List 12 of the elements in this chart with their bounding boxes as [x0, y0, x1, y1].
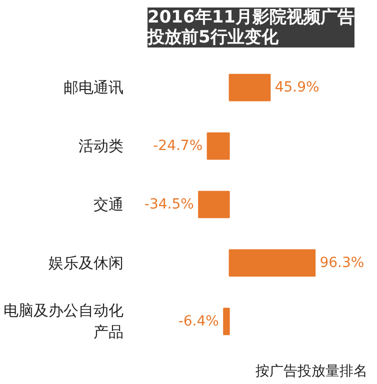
y-tick-label: 娱乐及休闲: [48, 254, 124, 272]
y-tick-label: 电脑及办公自动化产品: [4, 302, 124, 342]
chart-title: 2016年11月影院视频广告投放前5行业变化: [146, 8, 354, 48]
data-label: 96.3%: [320, 254, 364, 271]
y-tick-label: 交通: [94, 196, 124, 214]
data-label: -6.4%: [178, 313, 219, 330]
y-tick-label: 邮电通讯: [64, 78, 124, 97]
y-tick-label: 活动类: [78, 137, 124, 156]
data-label: 45.9%: [274, 80, 320, 96]
data-label: -24.7%: [153, 138, 203, 154]
text: 按广告投放量排名: [256, 364, 368, 380]
data-label: -34.5%: [144, 196, 194, 212]
